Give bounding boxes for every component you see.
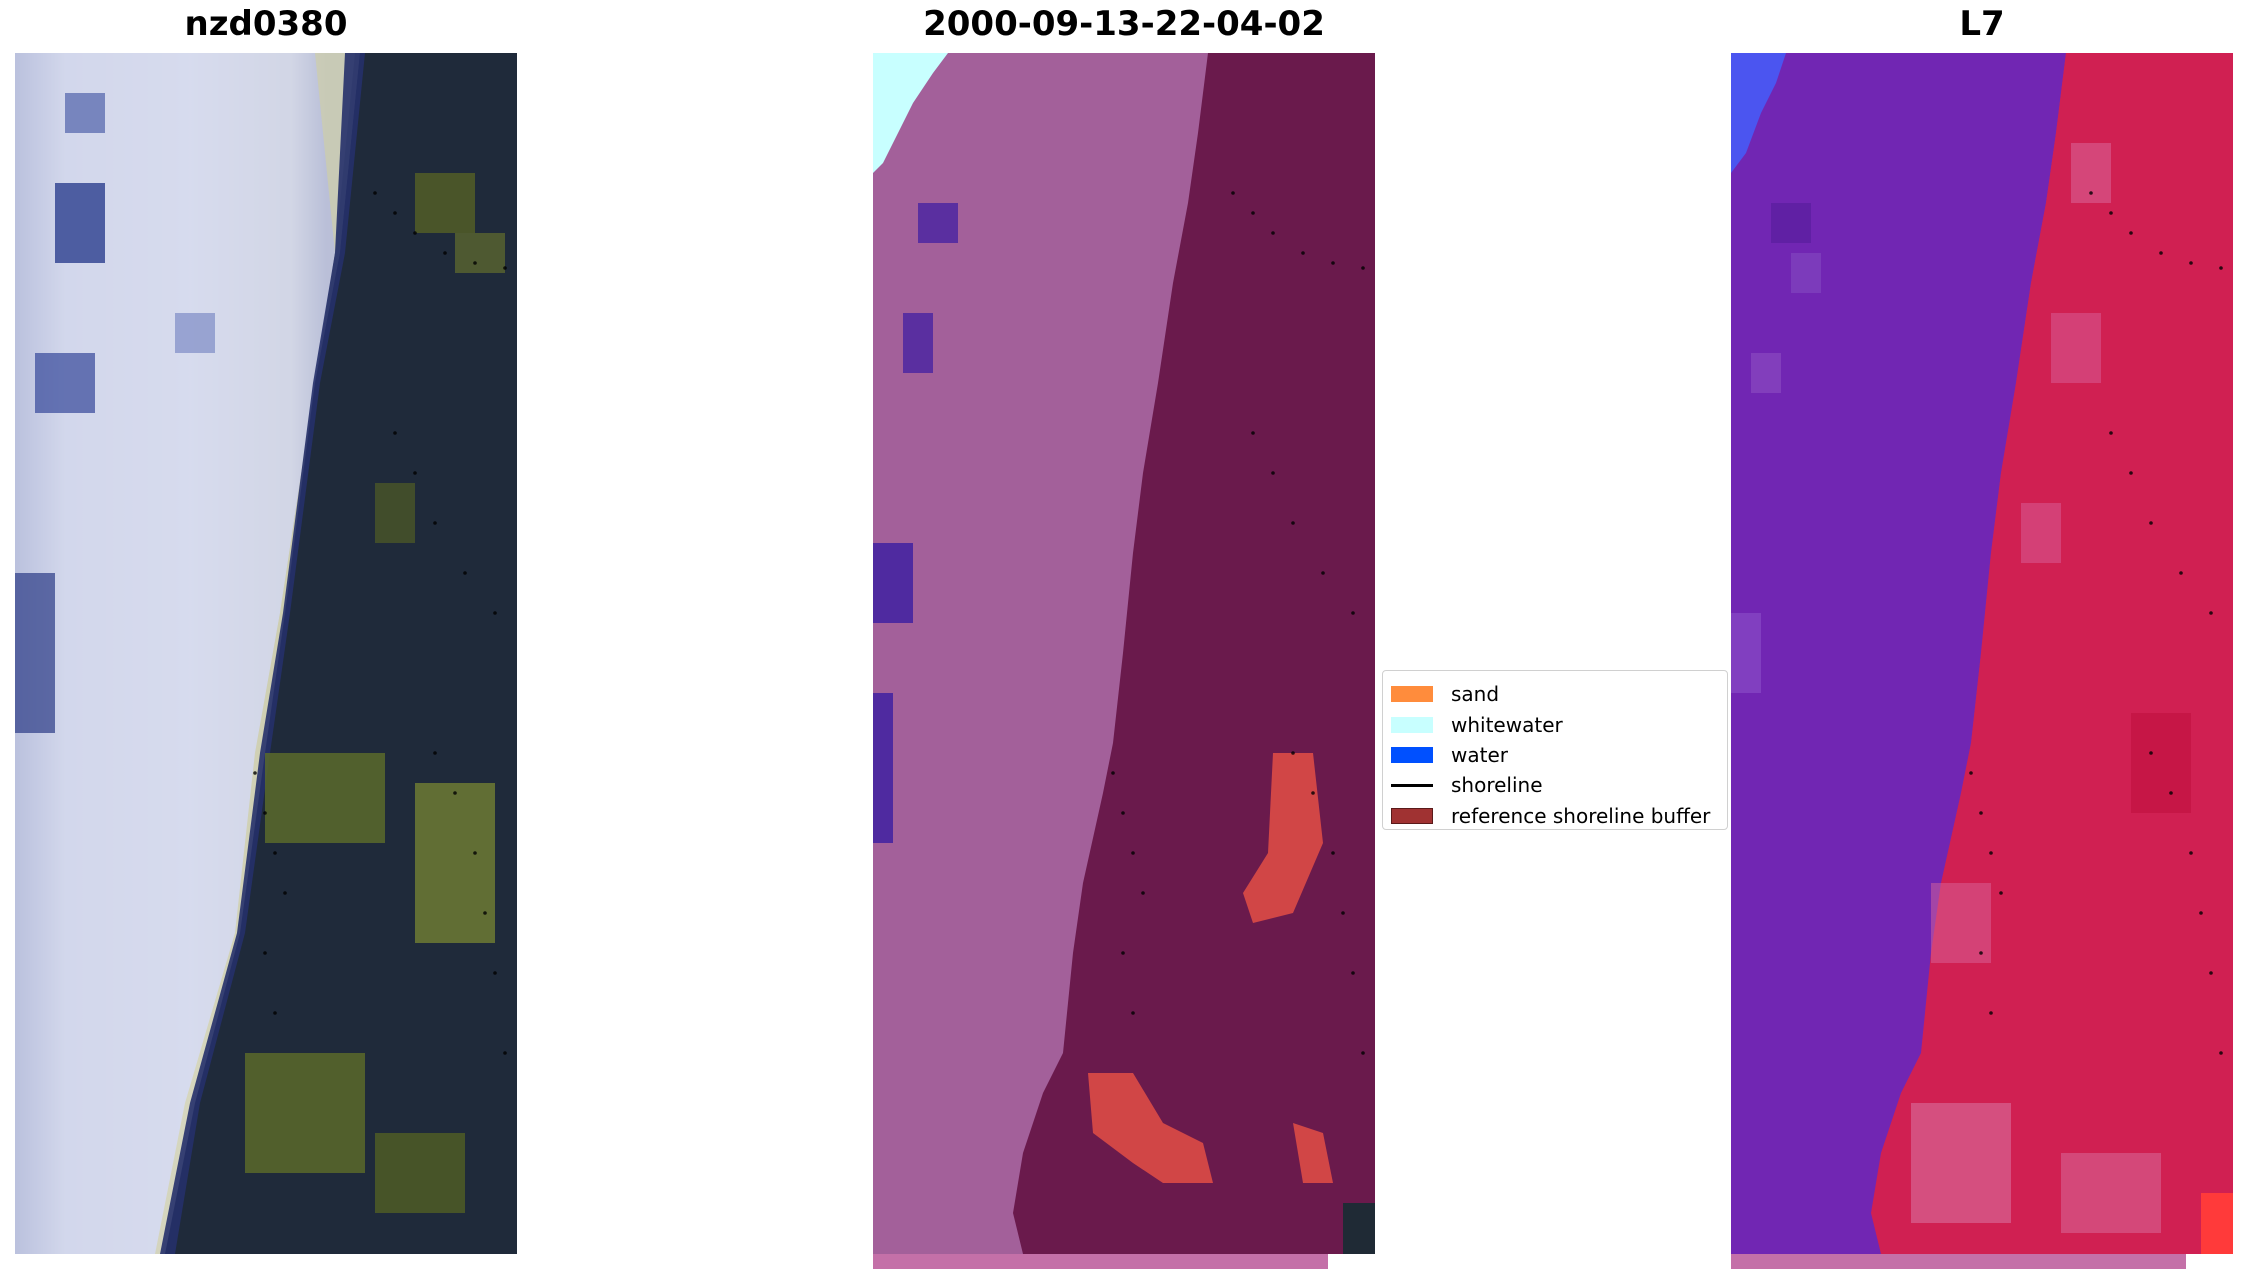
- legend-label-whitewater: whitewater: [1451, 712, 1563, 737]
- legend-item-reference-shoreline-buffer: reference shoreline buffer: [1391, 801, 1721, 831]
- legend-label-water: water: [1451, 742, 1508, 767]
- legend-item-shoreline: shoreline: [1391, 770, 1721, 800]
- rgb-satellite-image: [15, 53, 517, 1254]
- left-panel-title: nzd0380: [184, 4, 348, 44]
- classified-image: [873, 53, 1375, 1269]
- legend-label-reference-shoreline-buffer: reference shoreline buffer: [1451, 803, 1711, 828]
- legend-item-sand: sand: [1391, 679, 1721, 709]
- rgb-image-panel: [15, 53, 517, 1254]
- index-image: [1731, 53, 2233, 1269]
- center-panel-title: 2000-09-13-22-04-02: [923, 4, 1325, 44]
- sand-swatch: [1391, 686, 1433, 703]
- shoreline-line-swatch: [1391, 777, 1433, 793]
- index-panel: [1731, 53, 2233, 1269]
- buffer-swatch: [1391, 807, 1433, 824]
- legend-item-water: water: [1391, 740, 1721, 770]
- right-panel-title: L7: [1959, 4, 2005, 44]
- legend-item-whitewater: whitewater: [1391, 709, 1721, 739]
- legend: sand whitewater water shoreline referenc…: [1382, 670, 1728, 830]
- legend-label-shoreline: shoreline: [1451, 773, 1543, 798]
- legend-label-sand: sand: [1451, 682, 1500, 707]
- water-swatch: [1391, 746, 1433, 763]
- whitewater-swatch: [1391, 716, 1433, 733]
- classification-panel: [873, 53, 1375, 1269]
